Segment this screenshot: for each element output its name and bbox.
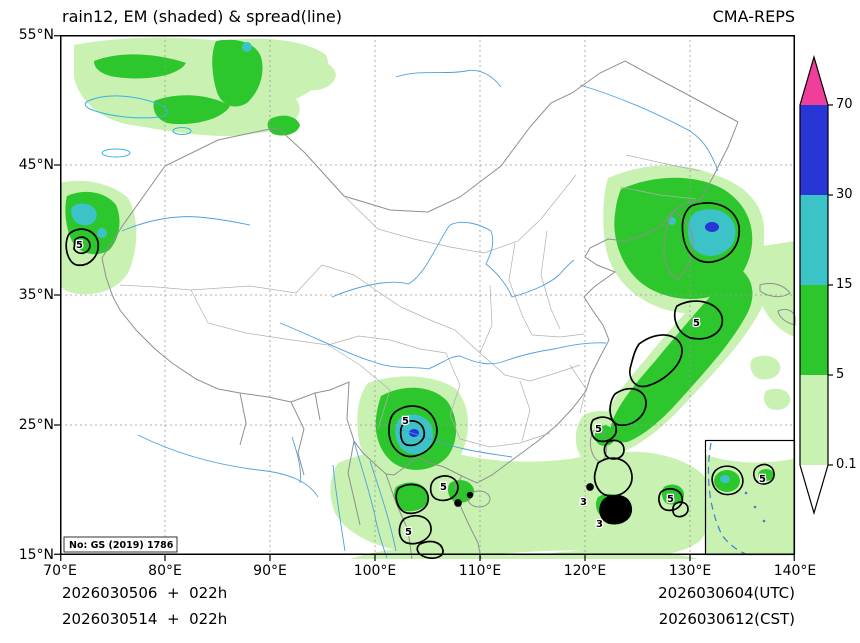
cb-seg-above-70: [800, 57, 828, 105]
contour-label: 5: [402, 416, 409, 427]
model-label: CMA-REPS: [712, 7, 795, 26]
lon-label-120e: 120°E: [563, 563, 607, 579]
contour-label: 3: [596, 519, 603, 530]
cb-seg-15-30: [800, 195, 828, 285]
spread-contours: [65, 202, 741, 560]
cb-label-5: 5: [836, 367, 845, 382]
contour-label: 5: [595, 424, 602, 435]
lon-label-140e: 140°E: [773, 563, 817, 579]
lon-label-90e: 90°E: [253, 563, 287, 579]
lon-label-80e: 80°E: [148, 563, 182, 579]
rivers: [121, 69, 719, 559]
lat-label-35n: 35°N: [18, 287, 54, 303]
footer-valid-utc: 2026030604(UTC): [658, 584, 795, 602]
cb-label-0p1: 0.1: [836, 457, 857, 472]
license-stamp: No: GS (2019) 1786: [63, 536, 178, 553]
contour-label: 3: [580, 497, 587, 508]
footer-init-utc: 2026030506 + 022h: [62, 584, 228, 602]
map-canvas: 5 5 5 5 5 5 5 3 3: [54, 35, 796, 561]
lat-label-15n: 15°N: [18, 547, 54, 563]
gridlines: [60, 35, 795, 555]
figure-title: rain12, EM (shaded) & spread(line): [62, 7, 342, 26]
cb-label-15: 15: [836, 277, 853, 292]
cb-label-70: 70: [836, 97, 853, 112]
lat-label-25n: 25°N: [18, 417, 54, 433]
lakes: [84, 95, 192, 158]
precip-shading-blue: [409, 222, 719, 437]
license-text: No: GS (2019) 1786: [69, 540, 174, 551]
spread-contour-labels: 5 5 5 5 5 5 5 3 3: [75, 239, 702, 540]
contour-label: 5: [76, 240, 83, 251]
lon-label-100e: 100°E: [353, 563, 397, 579]
south-china-sea-inset: 5: [704, 439, 796, 556]
lat-label-45n: 45°N: [18, 157, 54, 173]
cb-label-30: 30: [836, 187, 853, 202]
cb-ticks: [828, 104, 833, 466]
cb-seg-30-70: [800, 105, 828, 195]
lat-label-55n: 55°N: [18, 27, 54, 43]
cb-seg-5-15: [800, 285, 828, 375]
province-borders: [119, 154, 701, 448]
footer-valid-cst: 2026030612(CST): [658, 610, 795, 628]
colorbar: [799, 54, 833, 516]
map-frame: [54, 35, 795, 561]
lon-label-130e: 130°E: [668, 563, 712, 579]
precip-shading-teal: [71, 42, 736, 455]
contour-label: 5: [405, 527, 412, 538]
lon-label-110e: 110°E: [458, 563, 502, 579]
contour-label: 5: [667, 494, 674, 505]
footer-init-cst: 2026030514 + 022h: [62, 610, 228, 628]
cb-seg-0p1-5: [800, 375, 828, 465]
cb-seg-below-0p1: [800, 465, 828, 513]
contour-label: 5: [693, 318, 700, 329]
contour-label: 5: [440, 482, 447, 493]
lon-label-70e: 70°E: [43, 563, 77, 579]
contour-label: 5: [759, 474, 766, 485]
